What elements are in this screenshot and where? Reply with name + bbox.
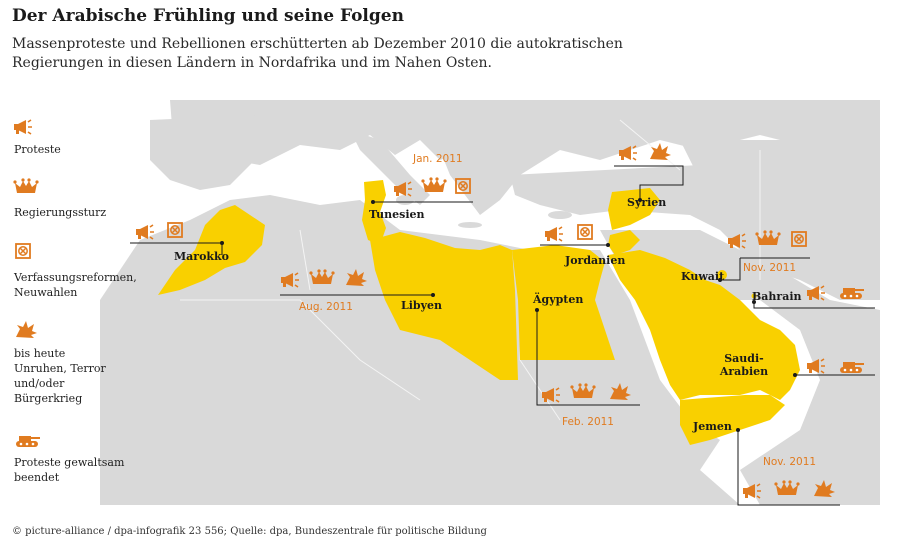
country-label-syrien: Syrien (627, 196, 667, 209)
legend-megaphone-icon (13, 119, 33, 135)
country-shape-tunesien (362, 180, 386, 245)
map-subtitle: Massenproteste und Rebellionen erschütte… (12, 36, 623, 71)
country-shape-libyen (370, 232, 518, 380)
jordanien-ballot-box-icon (577, 224, 593, 240)
country-label-bahrain: Bahrain (752, 290, 802, 303)
line-aegypten (536, 310, 640, 406)
legend-explosion-icon (16, 321, 37, 338)
legend-label-proteste: Proteste (14, 143, 61, 156)
country-shape-jordanien (608, 230, 640, 255)
line-syrien (614, 165, 684, 200)
country-shape-bahrain (751, 293, 757, 299)
country-shape-kuwait (717, 270, 727, 280)
country-label-kuwait: Kuwait (681, 270, 725, 283)
saudi-tank-icon (840, 362, 864, 373)
country-label-saudi-arabien: Saudi-Arabien (719, 352, 769, 378)
country-label-marokko: Marokko (174, 250, 230, 263)
country-label-aegypten: Ägypten (533, 293, 584, 306)
legend-label-gewaltsam-beendet: Proteste gewaltsam beendet (14, 456, 125, 484)
credit-line: © picture-alliance / dpa-infografik 23 5… (12, 526, 487, 537)
highlighted-countries (158, 180, 800, 445)
connector-lines (130, 165, 875, 506)
country-shape-jemen (680, 395, 785, 445)
country-shape-arabien (608, 250, 800, 400)
date-jemen: Nov. 2011 (763, 456, 817, 468)
date-aegypten: Feb. 2011 (562, 416, 614, 428)
date-libyen: Aug. 2011 (299, 301, 353, 313)
country-shape-marokko (158, 205, 265, 295)
bahrain-tank-icon (840, 288, 864, 299)
date-kuwait: Nov. 2011 (743, 262, 797, 274)
legend-label-regierungssturz: Regierungssturz (14, 206, 107, 219)
connector-dots (220, 198, 797, 432)
map-title: Der Arabische Frühling und seine Folgen (12, 6, 404, 26)
jordanien-megaphone-icon (544, 226, 564, 242)
tunesien-crown-icon (421, 177, 447, 192)
line-kuwait (720, 257, 810, 281)
legend-tank-icon (16, 436, 40, 447)
line-jemen (737, 430, 840, 506)
legend-ballot-box-icon (15, 243, 31, 259)
country-label-tunesien: Tunesien (369, 208, 425, 221)
country-label-jordanien: Jordanien (565, 254, 626, 267)
syrien-explosion-icon (650, 143, 671, 160)
legend-crown-icon (13, 178, 39, 193)
legend-label-verfassungsreformen: Verfassungsreformen, Neuwahlen (14, 271, 137, 299)
country-shape-aegypten (512, 245, 615, 360)
legend-label-unruhen: bis heute Unruhen, Terror und/oder Bürge… (14, 347, 106, 405)
date-tunesien: Jan. 2011 (413, 153, 463, 165)
country-label-jemen: Jemen (693, 420, 732, 433)
country-label-libyen: Libyen (401, 299, 442, 312)
country-shape-syrien (608, 188, 660, 230)
